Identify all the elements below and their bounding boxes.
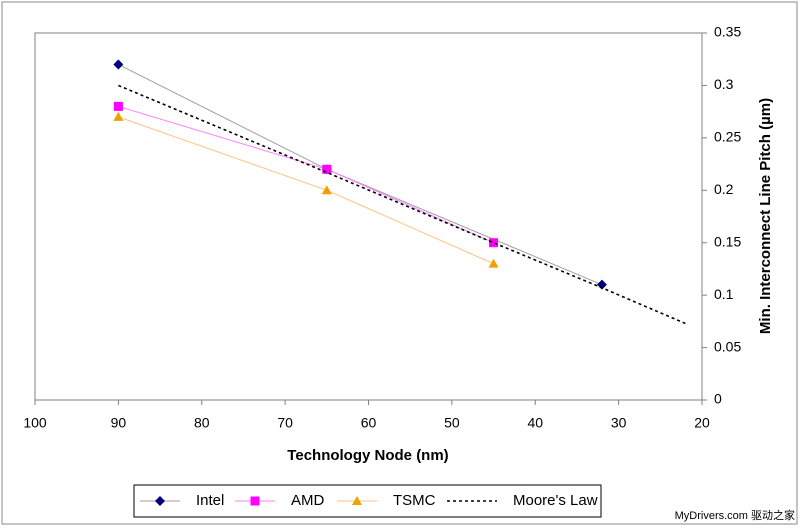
watermark: MyDrivers.com 驱动之家 xyxy=(675,508,795,522)
marker xyxy=(113,111,124,121)
y-tick-label: 0.1 xyxy=(714,286,734,302)
x-tick-label: 90 xyxy=(111,415,127,431)
legend-marker xyxy=(250,496,260,506)
y-axis-title: Min. Interconnect Line Pitch (µm) xyxy=(757,98,774,334)
x-tick-label: 80 xyxy=(194,415,210,431)
x-axis-title: Technology Node (nm) xyxy=(287,447,448,464)
marker xyxy=(489,238,499,248)
x-tick-label: 40 xyxy=(527,415,543,431)
marker xyxy=(488,258,499,268)
x-tick-label: 20 xyxy=(694,415,710,431)
series-line xyxy=(118,84,686,325)
x-tick-label: 60 xyxy=(361,415,377,431)
marker xyxy=(321,185,332,195)
y-tick-label: 0 xyxy=(714,391,722,407)
x-tick-label: 50 xyxy=(444,415,460,431)
y-tick-label: 0.05 xyxy=(714,338,741,354)
y-tick-label: 0.15 xyxy=(714,233,741,249)
legend-label: Intel xyxy=(196,492,224,509)
legend-label: AMD xyxy=(291,492,325,509)
x-tick-label: 70 xyxy=(277,415,293,431)
y-tick-label: 0.25 xyxy=(714,129,741,145)
x-tick-label: 100 xyxy=(23,415,47,431)
legend-marker xyxy=(352,496,362,505)
plot-area xyxy=(34,32,703,401)
marker xyxy=(113,59,124,70)
legend-label: TSMC xyxy=(393,492,436,509)
legend-label: Moore's Law xyxy=(513,492,598,509)
y-tick-label: 0.35 xyxy=(714,24,741,40)
legend-marker xyxy=(155,496,165,506)
y-tick-label: 0.2 xyxy=(714,181,734,197)
marker xyxy=(596,279,607,290)
x-tick-label: 30 xyxy=(611,415,627,431)
marker xyxy=(322,164,332,174)
marker xyxy=(113,101,123,111)
y-tick-label: 0.3 xyxy=(714,76,734,92)
